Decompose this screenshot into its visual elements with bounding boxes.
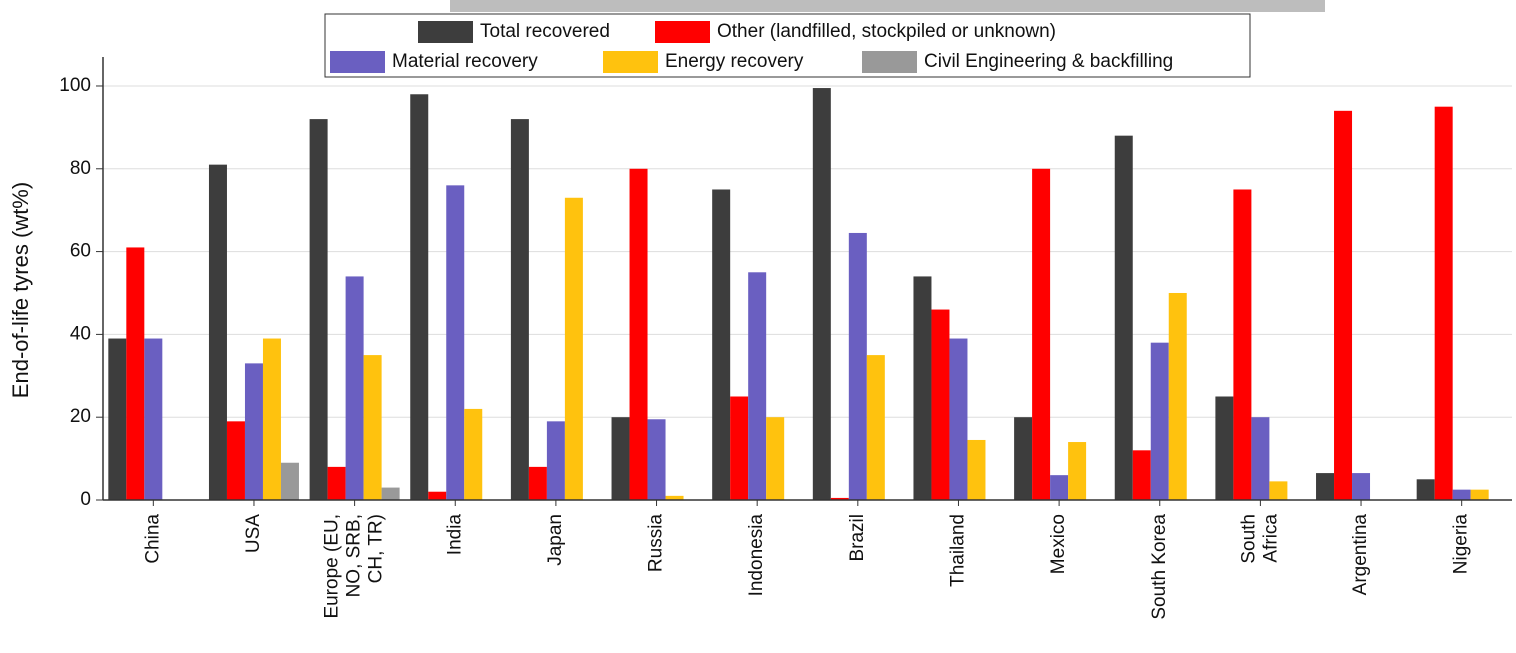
legend-box — [324, 13, 1251, 78]
bar — [446, 185, 465, 500]
x-tick-label: Argentina — [1350, 514, 1371, 596]
x-tick-label: South — [1238, 514, 1259, 564]
bar — [244, 363, 263, 500]
bar — [464, 408, 483, 500]
bar — [108, 338, 127, 500]
x-tick-label: NO, SRB, — [344, 514, 365, 597]
y-tick-label: 100 — [59, 75, 91, 96]
legend-label: Civil Engineering & backfilling — [924, 51, 1173, 72]
bar — [126, 247, 145, 500]
bar — [1032, 168, 1051, 501]
bar — [1434, 106, 1453, 500]
bar — [611, 417, 630, 500]
bar — [1334, 110, 1353, 500]
bar — [812, 88, 831, 501]
x-tick-label: India — [444, 514, 465, 556]
bar — [730, 396, 749, 500]
x-tick-label: Nigeria — [1451, 514, 1472, 575]
bar — [967, 439, 986, 500]
bar — [381, 487, 400, 500]
bar — [262, 338, 281, 500]
bar — [564, 197, 583, 500]
bar — [1470, 489, 1489, 500]
x-tick-label: Russia — [646, 514, 667, 573]
bar — [1114, 135, 1133, 500]
bar — [931, 309, 950, 500]
x-tick-label: South Korea — [1149, 514, 1170, 620]
bar — [1150, 342, 1169, 500]
bar — [280, 462, 299, 500]
bar — [1251, 417, 1270, 500]
y-tick-label: 20 — [70, 406, 91, 427]
legend-label: Total recovered — [480, 21, 610, 42]
bar — [510, 119, 529, 500]
bar — [144, 338, 163, 500]
bar — [848, 232, 867, 500]
x-tick-label: CH, TR) — [366, 514, 387, 583]
bar — [1316, 473, 1335, 500]
photo-strip — [450, 0, 1325, 12]
bar — [1416, 479, 1435, 500]
y-tick-label: 80 — [70, 158, 91, 179]
bar — [410, 94, 429, 500]
bar — [1132, 450, 1151, 500]
x-tick-label: Brazil — [847, 514, 868, 562]
bar — [1068, 442, 1087, 500]
bar — [309, 119, 328, 500]
legend-swatch — [603, 51, 658, 73]
bar — [345, 276, 364, 500]
bar — [748, 272, 767, 500]
x-tick-label: Thailand — [947, 514, 968, 587]
bar — [949, 338, 968, 500]
x-tick-label: Japan — [545, 514, 566, 566]
bar — [629, 168, 648, 501]
legend-swatch — [330, 51, 385, 73]
y-axis-label: End-of-life tyres (wt%) — [8, 182, 33, 398]
legend-label: Other (landfilled, stockpiled or unknown… — [717, 21, 1056, 42]
legend-swatch — [418, 21, 473, 43]
bar — [665, 495, 684, 500]
bar — [866, 355, 885, 500]
bar — [208, 164, 227, 500]
bar — [428, 491, 447, 500]
bar — [1233, 189, 1252, 501]
bar — [830, 497, 849, 500]
legend-label: Material recovery — [392, 51, 538, 72]
bar — [647, 419, 666, 500]
x-tick-label: USA — [243, 514, 264, 553]
bar — [363, 355, 382, 500]
bar — [766, 417, 785, 500]
legend-swatch — [655, 21, 710, 43]
bar — [226, 421, 245, 500]
bar — [1215, 396, 1234, 500]
bar — [1014, 417, 1033, 500]
bar — [1168, 292, 1187, 500]
x-tick-label: Africa — [1260, 514, 1281, 563]
x-tick-label: Europe (EU, — [322, 514, 343, 619]
y-tick-label: 0 — [80, 489, 91, 510]
x-tick-label: China — [142, 514, 163, 564]
legend-label: Energy recovery — [665, 51, 804, 72]
bar — [712, 189, 731, 501]
y-tick-label: 40 — [70, 323, 91, 344]
bar — [1452, 489, 1471, 500]
bar — [1050, 475, 1069, 500]
x-tick-label: Mexico — [1048, 514, 1069, 574]
bar — [1269, 481, 1288, 500]
bar — [327, 466, 346, 500]
bar — [913, 276, 932, 500]
bar — [546, 421, 565, 500]
x-tick-label: Indonesia — [746, 514, 767, 597]
legend-swatch — [862, 51, 917, 73]
bar — [528, 466, 547, 500]
bar — [1352, 473, 1371, 500]
y-tick-label: 60 — [70, 241, 91, 262]
